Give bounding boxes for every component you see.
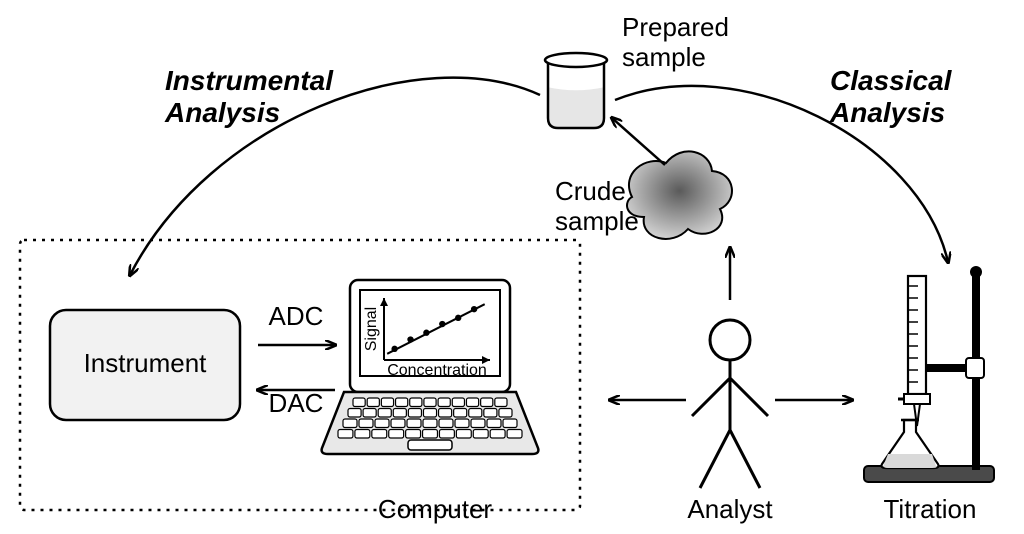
- crude-sample-label: Crude: [555, 176, 626, 206]
- classical-heading-2: Analysis: [829, 97, 945, 128]
- dac-label: DAC: [269, 388, 324, 418]
- computer-label: Computer: [378, 494, 492, 524]
- prepared-sample-label: Prepared: [622, 12, 729, 42]
- laptop-icon: Signal Concentration: [322, 280, 539, 454]
- analyst-icon: [692, 320, 768, 488]
- analysis-diagram: Signal Concentration Prepared sample Inst…: [0, 0, 1024, 534]
- instrument-label: Instrument: [84, 348, 208, 378]
- crude-sample-icon: [627, 151, 732, 239]
- adc-label: ADC: [269, 301, 324, 331]
- analyst-label: Analyst: [687, 494, 773, 524]
- svg-text:Concentration: Concentration: [387, 362, 487, 379]
- crude-sample-label-2: sample: [555, 206, 639, 236]
- beaker-icon: [545, 53, 607, 128]
- titration-icon: [864, 266, 994, 482]
- svg-text:Signal: Signal: [363, 307, 380, 351]
- instrumental-heading-2: Analysis: [164, 97, 280, 128]
- titration-label: Titration: [884, 494, 977, 524]
- instrumental-heading: Instrumental: [165, 65, 334, 96]
- prepared-sample-label-2: sample: [622, 42, 706, 72]
- arrow-crude-to-prepared: [612, 118, 665, 165]
- classical-heading: Classical: [830, 65, 953, 96]
